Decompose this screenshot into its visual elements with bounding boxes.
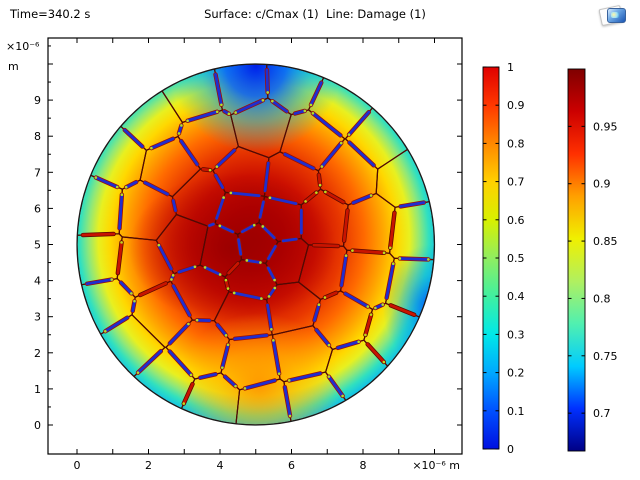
x-tick-label: 2 [145,459,152,472]
colorbar-tick-label: 0.85 [593,235,618,248]
colorbar-concentration: 1 0.9 0.8 0.7 0.6 0.5 0.4 0.3 0.2 0.1 0 [482,61,525,456]
colorbar-tick-label: 0.9 [593,178,611,191]
colorbar-tick-label: 0.9 [507,99,525,112]
surface-field [77,64,435,425]
x-tick-label: 8 [360,459,367,472]
y-tick-label: 8 [34,130,41,143]
y-tick-label: 9 [34,94,41,107]
colorbar-tick-label: 0.5 [507,252,525,265]
y-tick-label: 2 [34,347,41,360]
x-axis-unit-label: ×10⁻⁶ m [412,459,460,472]
y-tick-label: 3 [34,311,41,324]
x-tick-label: 0 [74,459,81,472]
y-tick-label: 1 [34,383,41,396]
grain-mesh [77,64,435,425]
plot-frame [47,37,463,455]
y-axis: 0 1 2 3 4 5 6 7 8 9 ×10⁻⁶ m [6,40,462,432]
colorbar-tick-label: 0.3 [507,328,525,341]
colorbar-tick-label: 0.75 [593,350,618,363]
y-tick-label: 5 [34,239,41,252]
time-label: Time=340.2 s [10,7,91,21]
colorbar-tick-label: 0.7 [593,407,611,420]
damage-lines [81,68,430,418]
colorbar-tick-label: 0.8 [593,292,611,305]
colorbar-tick-label: 1 [507,61,514,74]
colorbar-tick-label: 0.2 [507,367,525,380]
particle-outline [76,63,436,426]
colorbar-tick-label: 0.8 [507,137,525,150]
colorbar-tick-label: 0.6 [507,214,525,227]
plot-title: Surface: c/Cmax (1) Line: Damage (1) [204,7,426,21]
colorbar-tick-label: 0.4 [507,290,525,303]
x-tick-label: 4 [217,459,224,472]
y-axis-unit-label: ×10⁻⁶ [6,40,40,53]
y-tick-label: 6 [34,202,41,215]
colorbar-tick-label: 0.7 [507,176,525,189]
y-tick-label: 0 [34,419,41,432]
logo-lens-icon [611,12,619,18]
x-tick-label: 6 [288,459,295,472]
y-tick-label: 4 [34,275,41,288]
vertex-dots [94,91,430,418]
colorbar-tick-label: 0.95 [593,120,618,133]
colorbar-tick-label: 0 [507,443,514,456]
y-tick-label: 7 [34,166,41,179]
y-axis-unit-label-2: m [8,60,19,73]
logo-front-tile-icon [607,8,626,23]
colorbar-damage: 0.95 0.9 0.85 0.8 0.75 0.7 [567,68,618,452]
comsol-logo-icon [598,4,629,27]
colorbar-tick-label: 0.1 [507,405,525,418]
x-axis: 0 2 4 6 8 ×10⁻⁶ m [74,38,460,472]
